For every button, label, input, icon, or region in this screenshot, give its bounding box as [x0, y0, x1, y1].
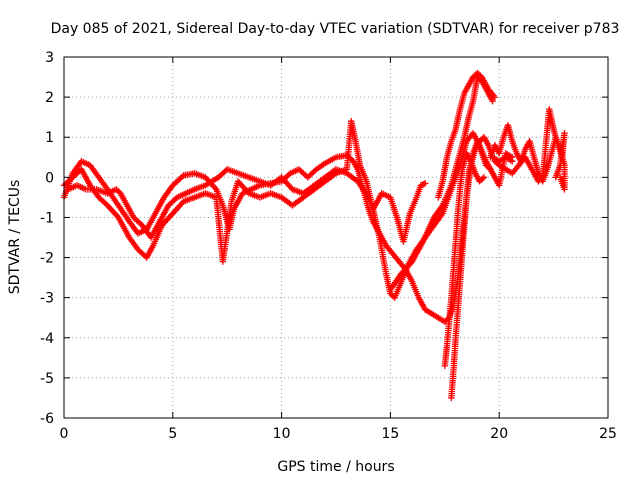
series-track-e: [435, 69, 499, 201]
data-point: [509, 154, 516, 161]
grid-lines: [64, 57, 608, 418]
data-point: [417, 182, 425, 189]
data-point: [420, 180, 427, 188]
y-axis-label: SDTVAR / TECUs: [7, 180, 23, 295]
x-tick-label: 0: [60, 426, 69, 442]
series-track-i: [491, 105, 568, 185]
axis-ticks: 0 5 10 15 20 25 -6 -5 -4 -3 -2 -1 0 1 2 3: [40, 50, 617, 442]
y-tick-label: 3: [45, 50, 54, 66]
data-point: [491, 93, 499, 101]
x-tick-label: 15: [381, 426, 399, 442]
x-tick-label: 5: [168, 426, 177, 442]
y-tick-label: 0: [45, 170, 54, 186]
x-tick-label: 10: [273, 426, 291, 442]
series-track-g: [448, 138, 494, 402]
series-track-c: [65, 166, 429, 245]
data-point: [419, 181, 426, 188]
data-point: [487, 166, 494, 173]
data-point: [552, 174, 559, 181]
x-tick-label: 25: [599, 426, 617, 442]
y-tick-label: -2: [40, 251, 54, 267]
data-point: [489, 97, 496, 105]
data-point: [480, 174, 488, 181]
x-tick-label: 20: [490, 426, 508, 442]
x-axis-label: GPS time / hours: [277, 459, 394, 475]
y-tick-label: -3: [40, 291, 54, 307]
data-point: [538, 175, 545, 182]
y-tick-label: -6: [40, 411, 54, 427]
data-point: [485, 164, 493, 172]
y-tick-label: 2: [45, 90, 54, 106]
y-tick-label: -4: [40, 331, 54, 347]
y-tick-label: 1: [45, 130, 54, 146]
data-series: [60, 69, 568, 402]
y-tick-label: -1: [40, 210, 54, 226]
chart-title: Day 085 of 2021, Sidereal Day-to-day VTE…: [51, 21, 620, 37]
data-point: [479, 175, 486, 182]
data-point: [422, 180, 429, 187]
y-tick-label: -5: [40, 371, 54, 387]
plot-frame: [63, 56, 609, 419]
data-point: [102, 200, 110, 208]
